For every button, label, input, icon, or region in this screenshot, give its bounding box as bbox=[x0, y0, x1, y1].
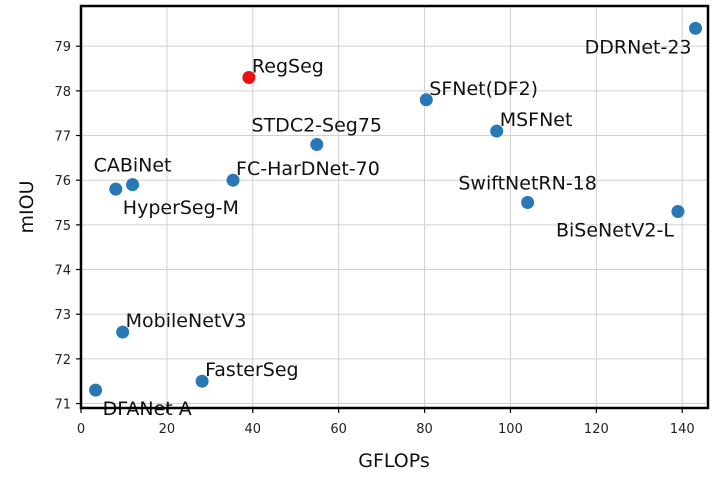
data-points bbox=[89, 21, 703, 397]
x-tick-label: 60 bbox=[330, 422, 347, 437]
y-tick-label: 72 bbox=[54, 353, 71, 368]
data-point bbox=[310, 137, 324, 151]
y-tick-label: 79 bbox=[54, 40, 71, 55]
x-tick-label: 40 bbox=[245, 422, 262, 437]
data-point bbox=[226, 173, 240, 187]
data-point bbox=[242, 70, 256, 84]
data-point bbox=[89, 383, 103, 397]
y-tick-label: 71 bbox=[54, 398, 71, 413]
y-tick-label: 73 bbox=[54, 308, 71, 323]
data-point bbox=[109, 182, 123, 196]
point-label: DDRNet-23 bbox=[585, 36, 692, 58]
point-label: FasterSeg bbox=[205, 359, 298, 381]
x-tick-label: 80 bbox=[416, 422, 433, 437]
grid bbox=[80, 6, 708, 408]
point-label: RegSeg bbox=[252, 55, 324, 77]
x-tick-label: 0 bbox=[77, 422, 85, 437]
data-point bbox=[126, 178, 140, 192]
data-point bbox=[490, 124, 504, 138]
y-tick-label: 75 bbox=[54, 219, 71, 234]
y-axis-label: mIOU bbox=[16, 181, 38, 234]
point-label: MSFNet bbox=[500, 109, 573, 131]
plot-frame bbox=[79, 4, 710, 410]
x-tick-label: 120 bbox=[584, 422, 609, 437]
point-labels: DDRNet-23 RegSeg SFNet(DF2) MSFNet STDC2-Seg… bbox=[94, 36, 692, 420]
data-point bbox=[521, 196, 535, 210]
y-tick-label: 78 bbox=[54, 85, 71, 100]
point-label: HyperSeg-M bbox=[123, 197, 239, 219]
x-tick-label: 20 bbox=[159, 422, 176, 437]
data-point bbox=[116, 325, 130, 339]
data-point bbox=[671, 204, 685, 218]
y-tick-label: 77 bbox=[54, 130, 71, 145]
data-point bbox=[419, 93, 433, 107]
point-label: SFNet(DF2) bbox=[429, 78, 538, 100]
data-point bbox=[195, 374, 209, 388]
y-tick-label: 74 bbox=[54, 264, 71, 279]
x-axis-label: GFLOPs bbox=[358, 450, 430, 472]
point-label: CABiNet bbox=[94, 155, 172, 177]
point-label: STDC2-Seg75 bbox=[252, 114, 383, 136]
y-tick-label: 76 bbox=[54, 174, 71, 189]
x-tick-label: 140 bbox=[670, 422, 695, 437]
axis-ticks: 0 20 40 60 80 100 120 140 71 72 73 74 75 76 77 78 79 bbox=[54, 40, 694, 437]
data-point bbox=[689, 21, 703, 35]
x-tick-label: 100 bbox=[498, 422, 523, 437]
point-label: SwiftNetRN-18 bbox=[458, 173, 596, 195]
point-label: FC-HarDNet-70 bbox=[236, 158, 380, 180]
point-label: BiSeNetV2-L bbox=[556, 219, 674, 241]
point-label: MobileNetV3 bbox=[126, 310, 247, 332]
